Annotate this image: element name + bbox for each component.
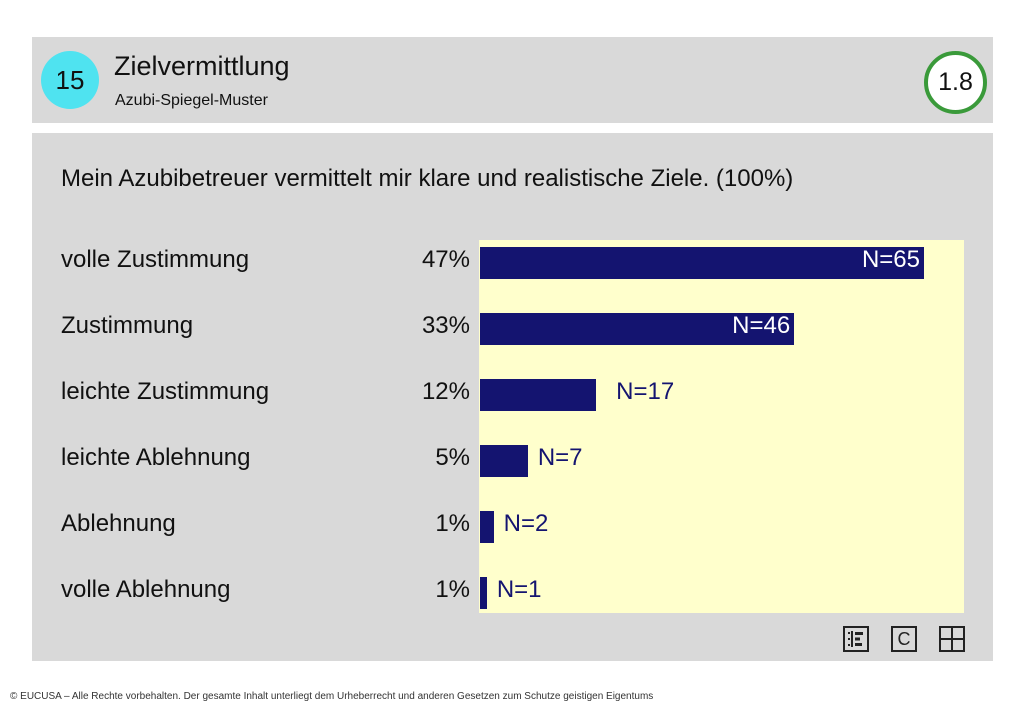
bar [480, 247, 924, 279]
list-chart-icon [848, 631, 863, 647]
count-label: N=1 [496, 576, 542, 603]
percent-label: 33% [421, 312, 470, 339]
page-title: Zielvermittlung [114, 51, 290, 81]
bar [480, 379, 597, 411]
percent-label: 5% [435, 444, 470, 471]
percent-label: 12% [421, 378, 470, 405]
question-text: Mein Azubibetreuer vermittelt mir klare … [61, 165, 794, 192]
c-button[interactable]: C [891, 626, 917, 652]
list-chart-button[interactable] [843, 626, 869, 652]
bar [480, 445, 528, 477]
grid-button[interactable] [939, 626, 965, 652]
bar [480, 313, 795, 345]
category-label: leichte Zustimmung [61, 378, 270, 405]
percent-label: 1% [435, 510, 470, 537]
percent-label: 47% [421, 246, 470, 273]
copyright-footer: © EUCUSA – Alle Rechte vorbehalten. Der … [10, 691, 654, 702]
category-label: leichte Ablehnung [61, 444, 251, 471]
bar [480, 577, 487, 609]
page-subtitle: Azubi-Spiegel-Muster [115, 92, 268, 109]
count-label: N=7 [537, 444, 583, 471]
grid-icon [941, 628, 963, 650]
bar [480, 511, 494, 543]
count-label: N=17 [616, 378, 675, 405]
category-label: volle Zustimmung [61, 246, 250, 273]
category-label: Zustimmung [61, 312, 194, 339]
count-label: N=46 [732, 312, 791, 339]
count-label: N=2 [503, 510, 549, 537]
header-bar [32, 37, 993, 123]
category-label: Ablehnung [61, 510, 176, 537]
version-badge: 1.8 [924, 51, 987, 114]
count-label: N=65 [861, 246, 920, 273]
category-label: volle Ablehnung [61, 576, 231, 603]
percent-label: 1% [435, 576, 470, 603]
chart-plot-area [479, 240, 964, 613]
slide-number-badge: 15 [41, 51, 99, 109]
